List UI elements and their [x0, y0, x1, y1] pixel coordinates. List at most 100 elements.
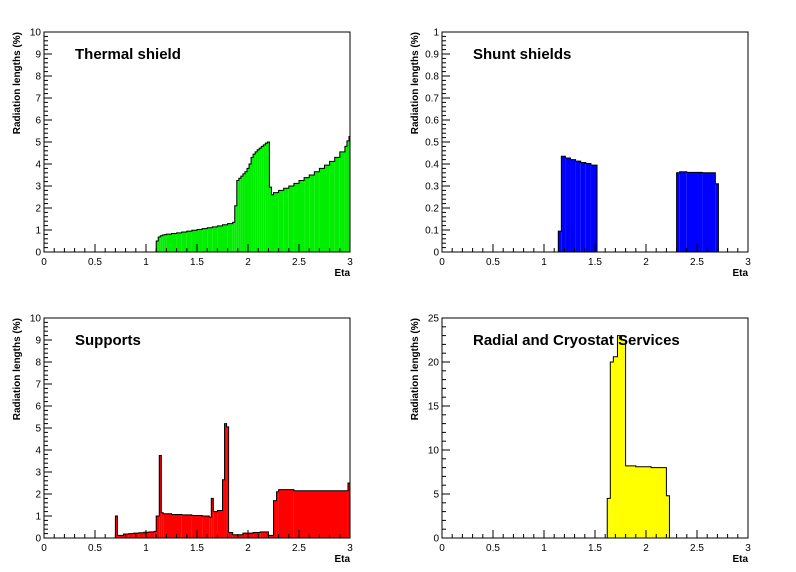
- panel-3-title: Supports: [75, 332, 141, 349]
- panel-1-bin: [217, 225, 223, 252]
- panel-3-bin: [253, 532, 261, 538]
- panel-3-bin: [213, 511, 218, 538]
- panel-3-bins: [115, 423, 350, 538]
- panel-1-x-tick-label: 0.5: [88, 257, 102, 268]
- panel-1-bin: [236, 180, 239, 252]
- panel-1-bin: [181, 231, 187, 252]
- panel-1-bin: [299, 180, 305, 252]
- panel-3-y-tick-label: 9: [35, 336, 41, 347]
- panel-4-bin: [607, 498, 611, 538]
- panel-1-y-tick-label: 6: [35, 116, 41, 127]
- panel-2-title: Shunt shields: [473, 46, 571, 63]
- panel-4-bin: [625, 465, 636, 538]
- panel-1-bin: [244, 171, 247, 252]
- panel-4-outline: [606, 335, 670, 538]
- panel-1-bin: [212, 226, 218, 252]
- panel-1-bin: [263, 144, 266, 252]
- panel-1-bin: [329, 161, 335, 252]
- panel-1-bin: [158, 237, 161, 252]
- panel-3-y-tick-label: 3: [35, 468, 41, 479]
- panel-1-bin: [314, 171, 320, 252]
- panel-1-y-tick-label: 9: [35, 50, 41, 61]
- panel-3-y-tick-label: 6: [35, 402, 41, 413]
- panel-1-bin: [253, 154, 256, 252]
- panel-2-bin: [585, 163, 591, 252]
- panel-2-y-tick-label: 0.8: [425, 72, 439, 83]
- panel-1-bin: [259, 148, 262, 252]
- panel-3-bin: [226, 426, 229, 538]
- panel-1-bin: [255, 151, 258, 252]
- panel-2-x-tick-label: 1.5: [588, 257, 602, 268]
- panel-3-x-tick-label: 1: [143, 543, 149, 554]
- panel-3-bin: [228, 532, 233, 538]
- panel-1-y-tick-label: 10: [30, 28, 42, 39]
- panel-1-y-tick-label: 8: [35, 72, 41, 83]
- panel-3-bin: [260, 531, 269, 538]
- panel-3-bin: [163, 513, 172, 538]
- panel-1-x-tick-label: 3: [347, 257, 353, 268]
- panel-1-bin: [246, 168, 250, 252]
- panel-2-y-tick-label: 0.6: [425, 116, 439, 127]
- panel-4-title: Radial and Cryostat Services: [473, 332, 680, 349]
- panel-3-x-tick-label: 0: [41, 543, 47, 554]
- panel-2-y-tick-label: 0.5: [425, 138, 439, 149]
- panel-3-bin: [117, 535, 124, 538]
- panel-2-bin: [575, 161, 581, 252]
- panel-1-bin: [251, 157, 254, 252]
- panel-2-y-axis-label: Radiation lengths (%): [410, 32, 421, 134]
- panel-4-x-tick-label: 3: [745, 543, 751, 554]
- panel-3-bin: [273, 500, 277, 538]
- panel-1-bin: [265, 143, 268, 252]
- panel-1-bin: [261, 146, 264, 252]
- panel-1-bin: [238, 178, 241, 252]
- panel-1-bin: [249, 164, 252, 252]
- panel-1-bin: [257, 149, 260, 252]
- panel-4-bin: [613, 356, 618, 538]
- panel-1-bin: [156, 241, 159, 252]
- panel-2-bin: [570, 159, 576, 252]
- panel-1-x-tick-label: 1.5: [190, 257, 204, 268]
- panel-3-y-tick-label: 4: [35, 446, 41, 457]
- panel-3-bin: [143, 532, 150, 538]
- panel-4-x-tick-label: 0.5: [486, 543, 500, 554]
- panel-3-bin: [209, 517, 212, 538]
- panel-3-x-axis-label: Eta: [334, 554, 350, 565]
- panel-4-bin: [651, 467, 667, 538]
- panel-3-y-tick-label: 8: [35, 358, 41, 369]
- panel-2-bin: [558, 231, 562, 252]
- panel-1-y-tick-label: 7: [35, 94, 41, 105]
- panel-2-bin: [561, 156, 566, 252]
- panel-3-bin: [138, 532, 144, 538]
- panel-3-bin: [128, 533, 134, 538]
- panel-1-bin: [339, 151, 345, 252]
- panel-1-bin: [334, 157, 340, 252]
- panel-2-bin: [676, 172, 680, 252]
- panel-3-outline: [114, 423, 351, 538]
- panel-3-bin: [347, 483, 350, 538]
- panel-4-y-axis-label: Radiation lengths (%): [410, 318, 421, 420]
- panel-2-y-tick-label: 0.2: [425, 204, 439, 215]
- panel-1-y-tick-label: 1: [35, 226, 41, 237]
- panel-1-bin: [232, 222, 235, 252]
- panel-1-bin: [319, 168, 325, 252]
- panel-2-x-axis: 0 0.5 1 1.5 2 2.5 3: [439, 244, 751, 268]
- panel-2-bin: [679, 171, 687, 252]
- panel-3-bin: [268, 535, 274, 538]
- panel-4-y-tick-label: 0: [433, 534, 439, 545]
- panel-2-y-tick-label: 0.3: [425, 182, 439, 193]
- panel-3-y-tick-label: 2: [35, 490, 41, 501]
- panel-4-bin: [621, 340, 626, 538]
- panel-1-x-tick-label: 1: [143, 257, 149, 268]
- panel-1-bin: [207, 227, 213, 252]
- panel-3-x-tick-label: 1.5: [190, 543, 204, 554]
- panel-3-y-tick-label: 7: [35, 380, 41, 391]
- panel-1-y-tick-label: 3: [35, 182, 41, 193]
- panel-3-bin: [278, 489, 294, 538]
- panel-1-bin: [222, 224, 228, 252]
- panel-3-x-axis: 0 0.5 1 1.5 2 2.5 3: [41, 530, 353, 554]
- panel-2-y-tick-label: 0.1: [425, 226, 439, 237]
- panel-3-bin: [171, 514, 182, 538]
- panel-2-x-axis-label: Eta: [732, 268, 748, 279]
